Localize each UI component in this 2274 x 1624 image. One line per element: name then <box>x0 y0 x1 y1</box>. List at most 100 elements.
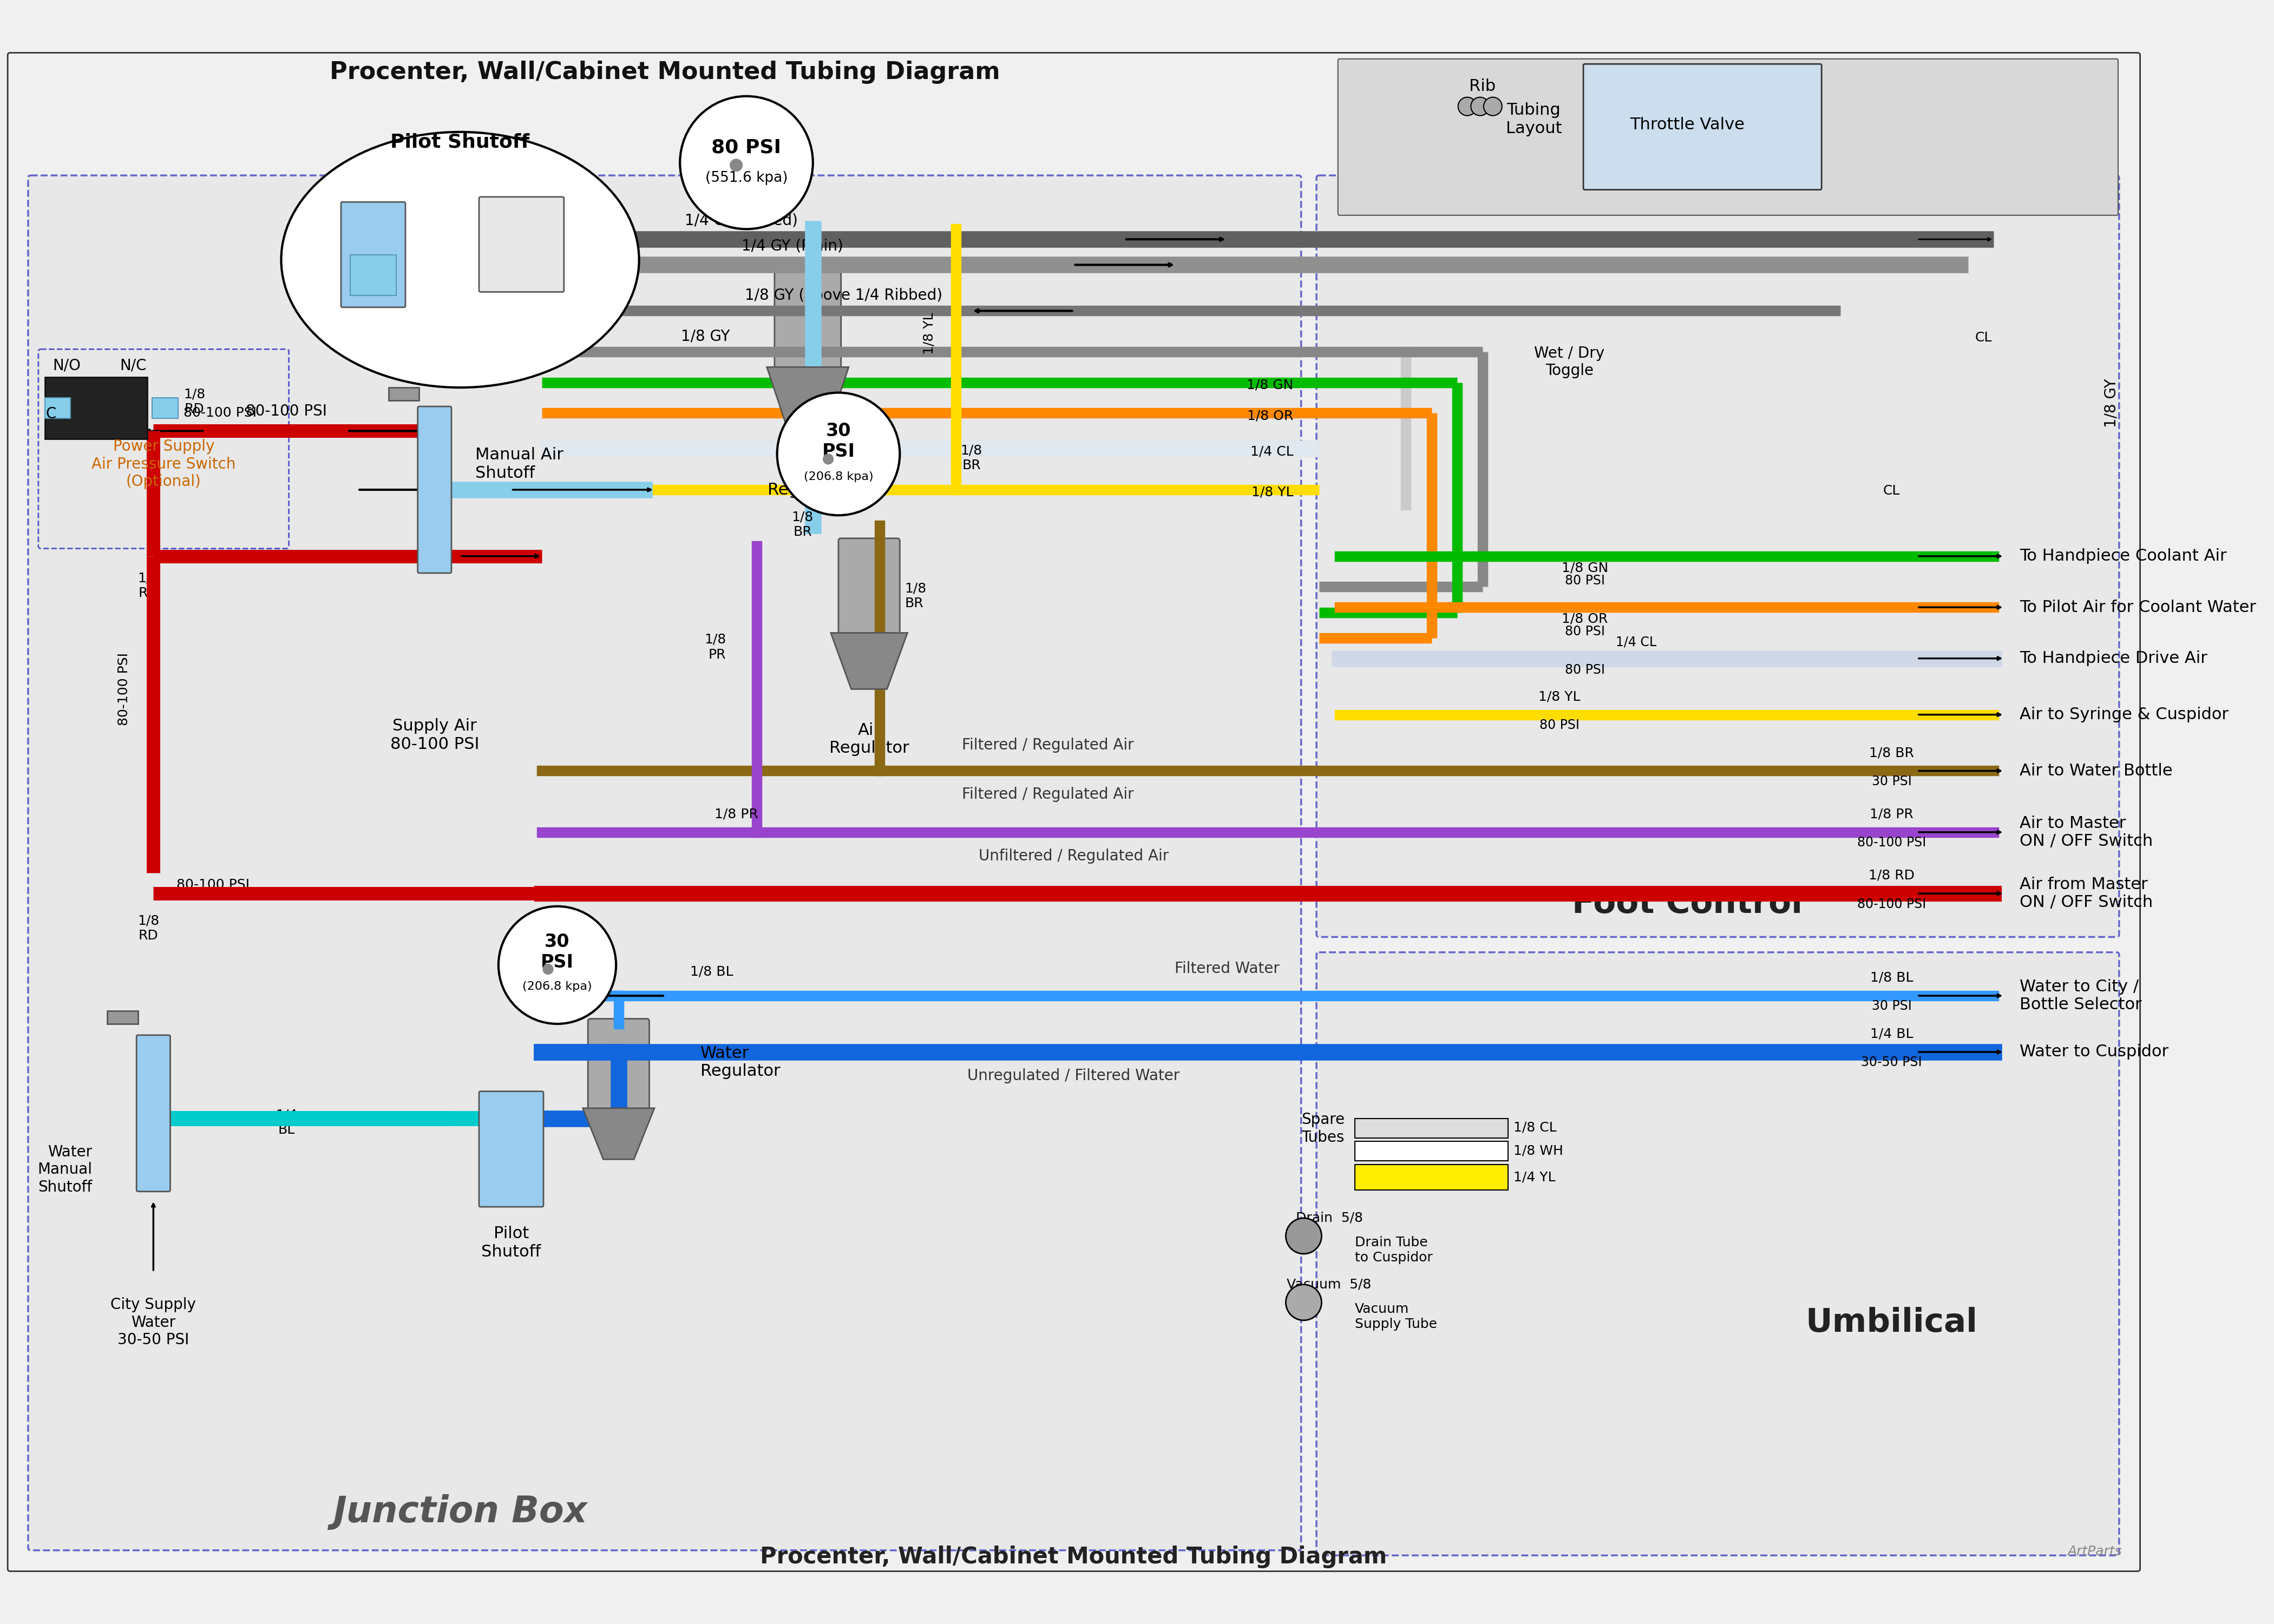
Text: 1/4 GY (Plain): 1/4 GY (Plain) <box>741 239 844 253</box>
Text: Air to Water Bottle: Air to Water Bottle <box>2019 763 2172 778</box>
Text: 1/8 CL: 1/8 CL <box>1512 1121 1555 1134</box>
Text: Vacuum
Supply Tube: Vacuum Supply Tube <box>1355 1302 1437 1330</box>
Text: Air to Master
ON / OFF Switch: Air to Master ON / OFF Switch <box>2019 815 2153 849</box>
Text: CL: CL <box>1883 484 1901 497</box>
Text: Unfiltered / Regulated Air: Unfiltered / Regulated Air <box>978 848 1169 864</box>
Text: Air
Regulator: Air Regulator <box>830 723 910 757</box>
Text: Pilot Shutoff: Pilot Shutoff <box>391 133 530 151</box>
Text: Drain  5/8: Drain 5/8 <box>1296 1212 1362 1224</box>
Polygon shape <box>766 367 848 429</box>
Bar <box>45 377 148 438</box>
Text: Umbilical: Umbilical <box>1806 1307 1978 1338</box>
Text: 1/8 GY: 1/8 GY <box>2103 378 2119 427</box>
FancyBboxPatch shape <box>7 52 2140 1572</box>
Bar <box>152 398 177 419</box>
Text: 1/8 OR: 1/8 OR <box>1248 409 1294 422</box>
Bar <box>1355 1142 1508 1161</box>
Text: 1/8
RD: 1/8 RD <box>136 914 159 942</box>
Circle shape <box>1285 1218 1321 1254</box>
Text: 1/4 CL: 1/4 CL <box>1251 445 1294 458</box>
Text: 1/8
BR: 1/8 BR <box>905 581 928 611</box>
Text: CL: CL <box>1976 331 1992 344</box>
Circle shape <box>1471 97 1489 115</box>
Text: 1/8 BL: 1/8 BL <box>1869 971 1912 984</box>
Text: 80 PSI: 80 PSI <box>1565 625 1605 638</box>
Text: 1/8 PR: 1/8 PR <box>1869 807 1912 820</box>
Text: Power Supply
Air Pressure Switch
(Optional): Power Supply Air Pressure Switch (Option… <box>91 438 236 489</box>
Text: (551.6 kpa): (551.6 kpa) <box>705 171 787 185</box>
Text: Procenter, Wall/Cabinet Mounted Tubing Diagram: Procenter, Wall/Cabinet Mounted Tubing D… <box>760 1546 1387 1569</box>
Circle shape <box>730 159 741 171</box>
Text: 1/8 WH: 1/8 WH <box>1512 1145 1562 1158</box>
Text: 1/8
BR: 1/8 BR <box>791 510 814 539</box>
Text: 1/8 YL: 1/8 YL <box>1251 486 1294 499</box>
Circle shape <box>1458 97 1476 115</box>
Text: 1/8 OR: 1/8 OR <box>1562 612 1608 625</box>
FancyBboxPatch shape <box>136 1034 171 1192</box>
Text: 80-100 PSI: 80-100 PSI <box>246 404 327 419</box>
Text: 80 PSI: 80 PSI <box>1539 719 1580 732</box>
Text: Procenter, Wall/Cabinet Mounted Tubing Diagram: Procenter, Wall/Cabinet Mounted Tubing D… <box>330 60 1001 84</box>
Circle shape <box>1483 97 1503 115</box>
Text: 80 PSI: 80 PSI <box>712 138 782 156</box>
Bar <box>1355 1164 1508 1190</box>
Text: Unregulated / Filtered Water: Unregulated / Filtered Water <box>966 1069 1180 1083</box>
Text: 1/8
PR: 1/8 PR <box>705 633 725 661</box>
Text: 80-100 PSI: 80-100 PSI <box>1858 898 1926 911</box>
Text: 1/8
RD: 1/8 RD <box>184 388 205 416</box>
Text: 80-100 PSI: 80-100 PSI <box>1858 836 1926 849</box>
Bar <box>350 255 396 296</box>
Text: 1/8 GY (above 1/4 Ribbed): 1/8 GY (above 1/4 Ribbed) <box>746 287 941 302</box>
Text: 1/4
BL: 1/4 BL <box>275 1109 298 1137</box>
FancyBboxPatch shape <box>480 197 564 292</box>
Text: Water to City /
Bottle Selector: Water to City / Bottle Selector <box>2019 979 2142 1013</box>
FancyBboxPatch shape <box>1583 63 1821 190</box>
Text: Water
Regulator: Water Regulator <box>700 1046 780 1078</box>
Bar <box>1355 1119 1508 1138</box>
Polygon shape <box>830 633 907 689</box>
Text: 1/8
RD: 1/8 RD <box>136 572 159 599</box>
Text: Filtered Water: Filtered Water <box>1176 961 1280 976</box>
Text: 1/8 GN: 1/8 GN <box>1562 562 1608 575</box>
Text: 1/4 YL: 1/4 YL <box>1512 1171 1555 1184</box>
Text: Vacuum  5/8: Vacuum 5/8 <box>1287 1278 1371 1291</box>
FancyBboxPatch shape <box>775 263 841 370</box>
Bar <box>45 398 70 419</box>
Text: 1/4 BL: 1/4 BL <box>1869 1028 1912 1041</box>
FancyBboxPatch shape <box>1317 175 2119 937</box>
Text: 80-100 PSI: 80-100 PSI <box>118 653 130 726</box>
Text: Water to Cuspidor: Water to Cuspidor <box>2019 1044 2169 1060</box>
Text: Foot Control: Foot Control <box>1571 888 1803 919</box>
Text: 1/4 GY(Ribbed): 1/4 GY(Ribbed) <box>684 213 798 229</box>
Text: 30 PSI: 30 PSI <box>1872 775 1912 788</box>
Text: 1/4 CL: 1/4 CL <box>1615 635 1655 648</box>
Text: Throttle Valve: Throttle Valve <box>1630 117 1744 133</box>
Text: Air to Syringe & Cuspidor: Air to Syringe & Cuspidor <box>2019 706 2229 723</box>
Text: Water
Manual
Shutoff: Water Manual Shutoff <box>36 1145 91 1195</box>
Circle shape <box>680 96 812 229</box>
FancyBboxPatch shape <box>1317 952 2119 1556</box>
Text: Rib: Rib <box>1469 78 1496 94</box>
Text: 1/8 BR: 1/8 BR <box>1869 747 1915 760</box>
Text: 1/8 YL: 1/8 YL <box>1537 690 1580 703</box>
Text: 80 PSI: 80 PSI <box>1565 573 1605 586</box>
Bar <box>107 1012 139 1023</box>
Text: N/O: N/O <box>52 357 80 374</box>
Text: Spare
Tubes: Spare Tubes <box>1301 1112 1344 1145</box>
Text: 80-100 PSI: 80-100 PSI <box>184 406 257 419</box>
Text: C: C <box>45 406 57 422</box>
Circle shape <box>823 455 832 464</box>
Text: To Handpiece Drive Air: To Handpiece Drive Air <box>2019 651 2208 666</box>
FancyBboxPatch shape <box>839 538 901 635</box>
Text: Drain Tube
to Cuspidor: Drain Tube to Cuspidor <box>1355 1236 1433 1265</box>
Text: 1/8 GY: 1/8 GY <box>680 328 730 344</box>
FancyBboxPatch shape <box>1337 58 2117 216</box>
Text: 30-50 PSI: 30-50 PSI <box>1860 1056 1922 1069</box>
Text: City Supply
Water
30-50 PSI: City Supply Water 30-50 PSI <box>111 1298 196 1348</box>
FancyBboxPatch shape <box>589 1018 650 1111</box>
Polygon shape <box>582 1108 655 1160</box>
Text: (206.8 kpa): (206.8 kpa) <box>803 471 873 482</box>
Circle shape <box>498 906 616 1023</box>
Text: Pilot
Shutoff: Pilot Shutoff <box>482 1226 541 1260</box>
Text: To Handpiece Coolant Air: To Handpiece Coolant Air <box>2019 549 2226 564</box>
